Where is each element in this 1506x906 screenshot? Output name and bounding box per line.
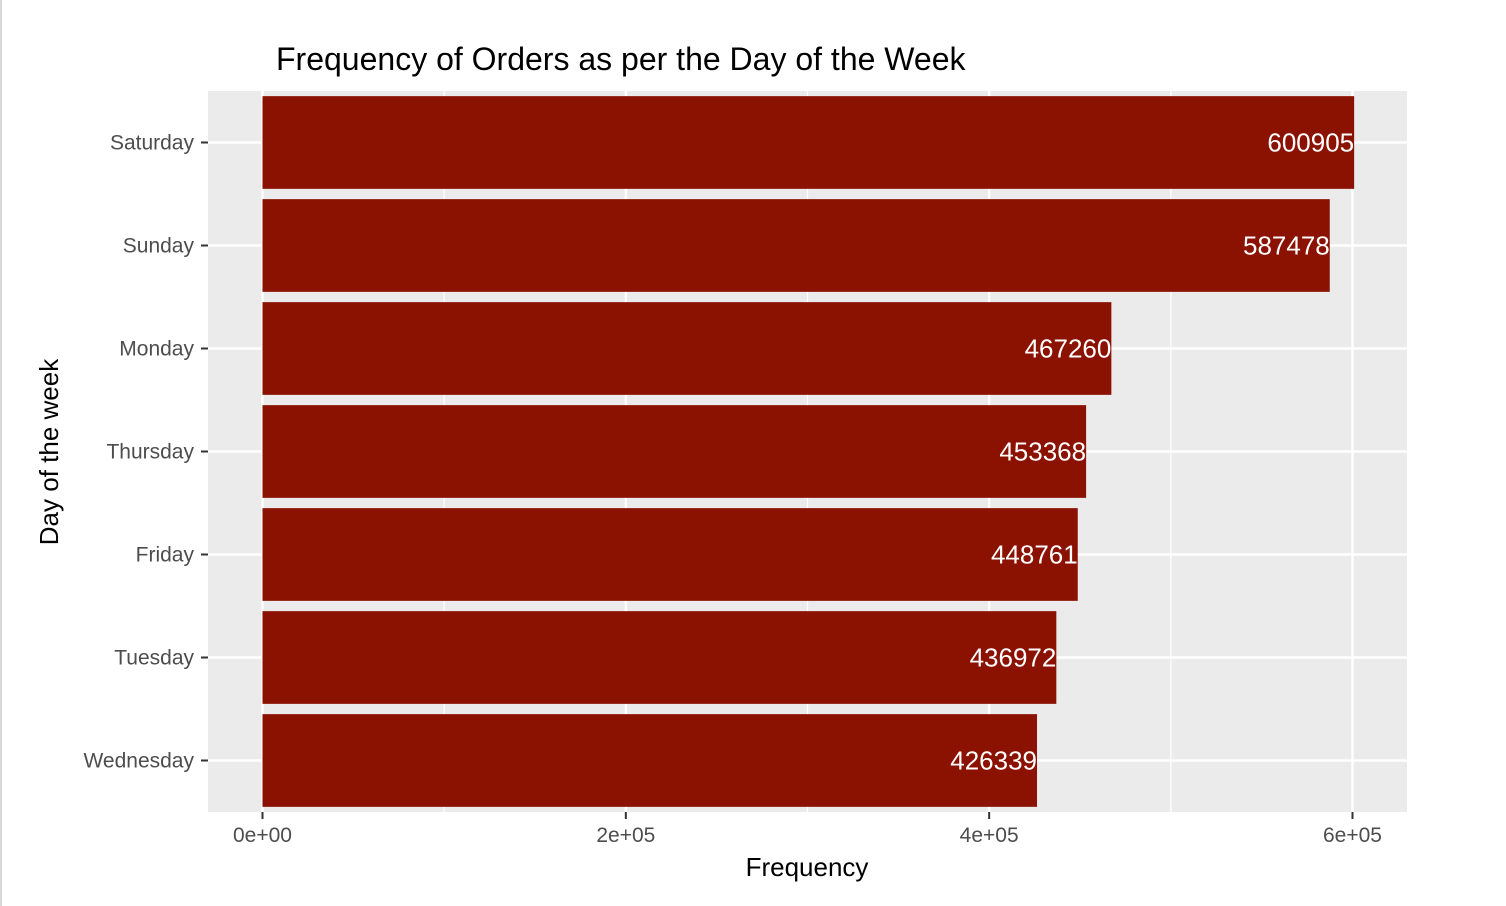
bars [262, 96, 1355, 807]
y-axis: Saturday Sunday Monday Thursday Friday Tuesda… [83, 132, 208, 773]
y-tick-label: Saturday [110, 132, 195, 155]
data-label: 453368 [999, 437, 1086, 467]
bar-wednesday [262, 714, 1038, 807]
x-tick-label: 0e+00 [233, 824, 292, 847]
chart-title: Frequency of Orders as per the Day of th… [276, 41, 967, 77]
x-tick-label: 6e+05 [1323, 824, 1382, 847]
y-tick-label: Friday [136, 544, 195, 567]
data-label: 448761 [991, 540, 1078, 570]
data-label: 587478 [1243, 231, 1330, 261]
data-label: 436972 [970, 643, 1057, 673]
x-axis-title: Frequency [746, 852, 869, 882]
x-axis: 0e+00 2e+05 4e+05 6e+05 [233, 812, 1382, 847]
data-label: 467260 [1025, 334, 1112, 364]
y-tick-label: Monday [119, 338, 194, 361]
data-labels: 600905 587478 467260 453368 448761 436972 4263… [950, 128, 1354, 776]
y-tick-label: Tuesday [114, 647, 194, 670]
y-tick-label: Wednesday [83, 750, 194, 773]
bar-saturday [262, 96, 1355, 189]
y-tick-label: Sunday [123, 235, 195, 258]
x-tick-label: 4e+05 [960, 824, 1019, 847]
bar-monday [262, 302, 1112, 395]
bar-friday [262, 508, 1078, 601]
left-edge-line [0, 0, 2, 906]
data-label: 600905 [1267, 128, 1354, 158]
y-axis-title: Day of the week [34, 358, 64, 545]
data-label: 426339 [950, 746, 1037, 776]
bar-thursday [262, 405, 1087, 498]
bar-sunday [262, 199, 1330, 292]
x-tick-label: 2e+05 [596, 824, 655, 847]
bar-tuesday [262, 611, 1057, 704]
y-tick-label: Thursday [106, 441, 194, 464]
